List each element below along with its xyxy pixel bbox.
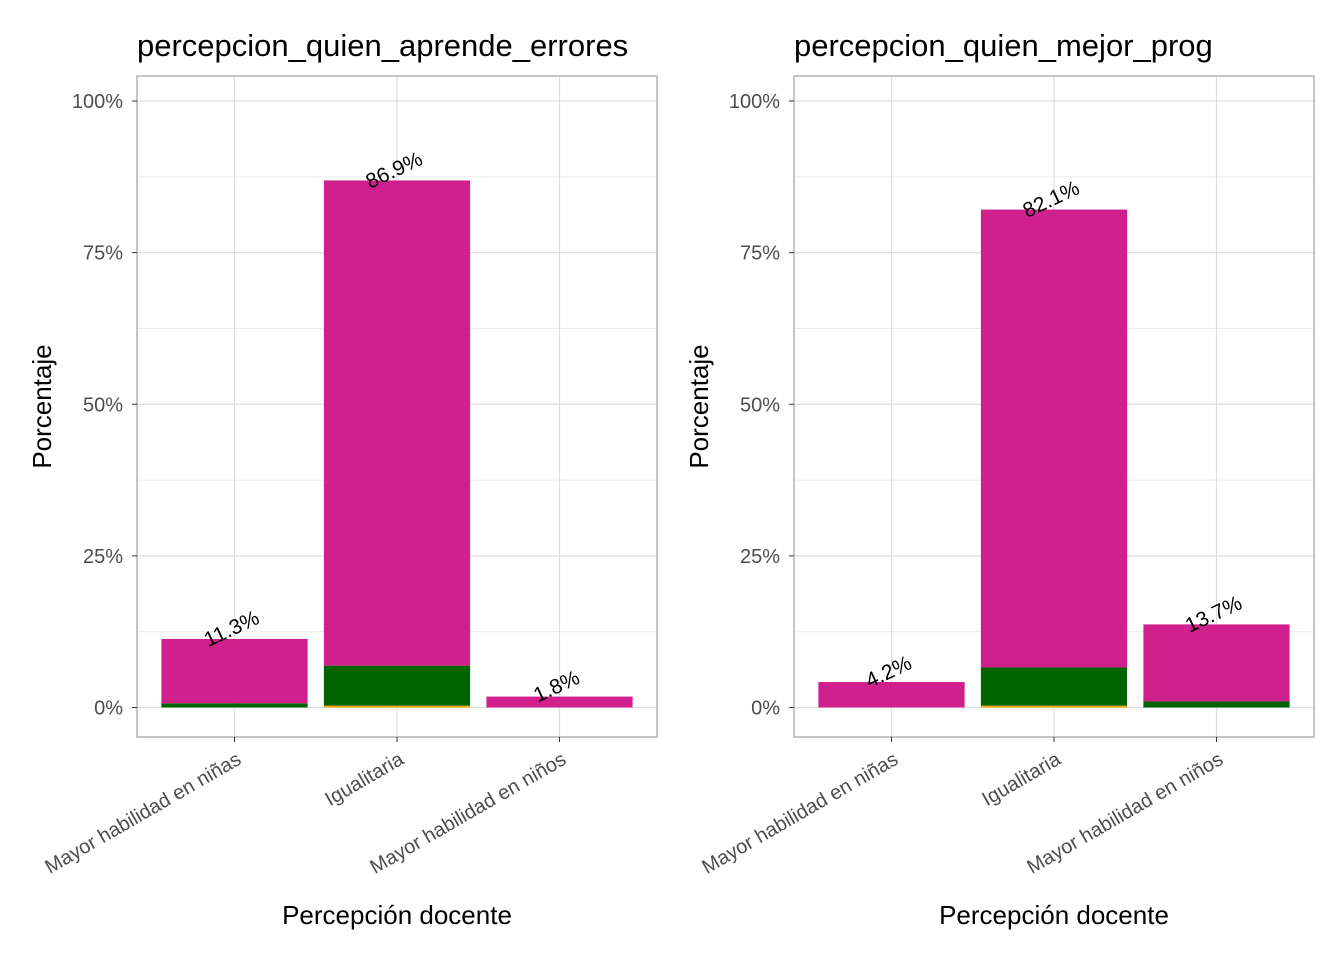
y-tick-label: 0% (751, 698, 780, 720)
bar-segment (1143, 701, 1290, 708)
x-axis-title: Percepción docente (282, 900, 512, 930)
x-tick-label: Mayor habilidad en niñas (698, 748, 902, 878)
x-tick-label: Igualitaria (978, 748, 1065, 811)
y-tick-label: 0% (94, 698, 123, 720)
x-tick-label: Igualitaria (321, 748, 408, 811)
x-axis-title: Percepción docente (939, 900, 1169, 930)
y-tick-label: 25% (740, 546, 780, 568)
bar-segment (1143, 624, 1290, 702)
x-tick-label: Mayor habilidad en niñas (41, 748, 245, 878)
y-tick-label: 75% (83, 243, 123, 265)
panel-1: 11.3%86.9%1.8%0%25%50%75%100%Mayor habil… (27, 28, 658, 930)
chart-title: percepcion_quien_aprende_errores (137, 28, 628, 63)
bar-segment (980, 667, 1128, 706)
y-tick-label: 50% (83, 394, 123, 416)
bar-segment (161, 703, 308, 708)
bar-segment (980, 209, 1128, 668)
panel-2: 4.2%82.1%13.7%0%25%50%75%100%Mayor habil… (684, 28, 1315, 930)
y-tick-label: 100% (72, 91, 123, 113)
bar-segment (161, 638, 308, 704)
y-tick-label: 75% (740, 243, 780, 265)
y-axis-title: Porcentaje (684, 344, 714, 468)
chart-title: percepcion_quien_mejor_prog (794, 28, 1213, 63)
bar-segment (818, 682, 965, 708)
bar-segment (980, 705, 1128, 708)
bar-segment (323, 665, 471, 706)
y-tick-label: 100% (729, 91, 780, 113)
y-axis-title: Porcentaje (27, 344, 57, 468)
bar-segment (486, 696, 633, 708)
y-tick-label: 25% (83, 546, 123, 568)
bar-segment (323, 705, 471, 708)
bar-segment (323, 180, 471, 666)
y-tick-label: 50% (740, 394, 780, 416)
